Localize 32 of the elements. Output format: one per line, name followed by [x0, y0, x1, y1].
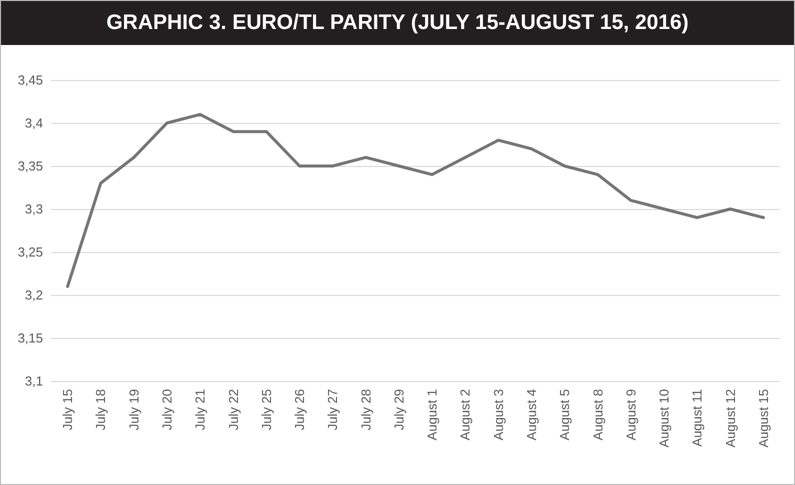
x-tick-label: July 25 [258, 389, 274, 430]
x-tick-label: July 21 [192, 389, 208, 430]
y-tick-label: 3,3 [24, 202, 43, 216]
x-tick-label: August 12 [722, 389, 738, 448]
x-tick-label: July 20 [159, 389, 174, 430]
x-tick-label: July 29 [391, 389, 406, 430]
y-tick-label: 3,15 [18, 330, 43, 346]
y-tick-label: 3,35 [18, 158, 43, 174]
x-tick-label: July 27 [325, 389, 340, 430]
x-tick-label: July 19 [126, 389, 142, 430]
x-tick-label: August 1 [424, 389, 440, 440]
y-tick-label: 3,4 [24, 116, 43, 130]
line-series [66, 112, 765, 288]
y-tick-label: 3,1 [24, 374, 43, 388]
x-tick-label: August 9 [623, 389, 638, 440]
x-tick-label: August 11 [690, 389, 705, 447]
chart-title: GRAPHIC 3. EURO/TL PARITY (JULY 15-AUGUST 15, 2016) [1, 1, 794, 45]
x-tick-label: August 4 [524, 389, 539, 440]
x-tick-label: July 28 [358, 389, 374, 430]
x-tick-label: August 8 [590, 389, 606, 440]
y-tick-label: 3,2 [24, 288, 43, 302]
y-tick-label: 3,45 [18, 72, 43, 88]
x-tick-label: August 2 [458, 389, 473, 440]
x-tick-label: July 26 [292, 389, 308, 430]
x-tick-label: July 15 [60, 389, 76, 430]
x-tick-label: July 22 [226, 389, 241, 430]
x-tick-label: July 18 [93, 389, 108, 430]
x-tick-label: August 10 [656, 389, 672, 448]
x-tick-label: August 5 [557, 389, 572, 440]
y-tick-label: 3,25 [18, 244, 43, 260]
x-tick-label: August 15 [756, 389, 771, 448]
x-tick-label: August 3 [490, 389, 506, 440]
